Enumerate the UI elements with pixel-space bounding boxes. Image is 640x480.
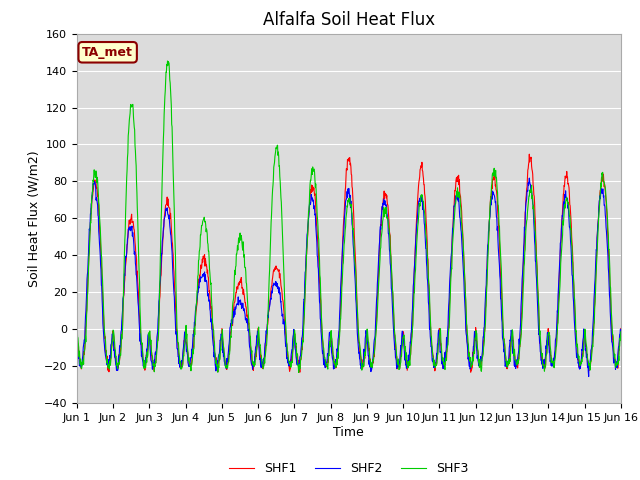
SHF1	[180, 339, 188, 345]
SHF3	[434, 351, 442, 357]
SHF3	[255, 333, 263, 338]
Title: Alfalfa Soil Heat Flux: Alfalfa Soil Heat Flux	[263, 11, 435, 29]
SHF1	[73, 323, 81, 328]
SHF1	[434, 354, 442, 360]
SHF2	[255, 339, 262, 345]
SHF1	[525, 151, 533, 157]
SHF2	[433, 351, 441, 357]
SHF3	[195, 272, 202, 277]
SHF2	[73, 333, 81, 339]
Text: TA_met: TA_met	[82, 46, 133, 59]
SHF2	[585, 373, 593, 379]
SHF2	[617, 333, 625, 339]
SHF3	[553, 337, 561, 343]
SHF1	[553, 331, 561, 337]
Line: SHF2: SHF2	[77, 178, 621, 376]
SHF3	[505, 357, 513, 362]
SHF1	[194, 288, 202, 293]
Line: SHF1: SHF1	[77, 154, 621, 372]
SHF3	[181, 340, 189, 346]
X-axis label: Time: Time	[333, 426, 364, 439]
Y-axis label: Soil Heat Flux (W/m2): Soil Heat Flux (W/m2)	[28, 150, 41, 287]
SHF3	[617, 329, 625, 335]
SHF2	[194, 289, 202, 295]
SHF3	[295, 370, 303, 375]
SHF3	[164, 58, 172, 64]
Legend: SHF1, SHF2, SHF3: SHF1, SHF2, SHF3	[224, 457, 474, 480]
SHF2	[553, 327, 561, 333]
SHF2	[525, 175, 533, 181]
SHF1	[617, 325, 625, 331]
SHF2	[504, 359, 512, 365]
SHF1	[296, 369, 304, 375]
SHF2	[180, 331, 188, 336]
SHF3	[73, 335, 81, 340]
SHF1	[255, 335, 262, 341]
Line: SHF3: SHF3	[77, 61, 621, 372]
SHF1	[505, 361, 513, 367]
